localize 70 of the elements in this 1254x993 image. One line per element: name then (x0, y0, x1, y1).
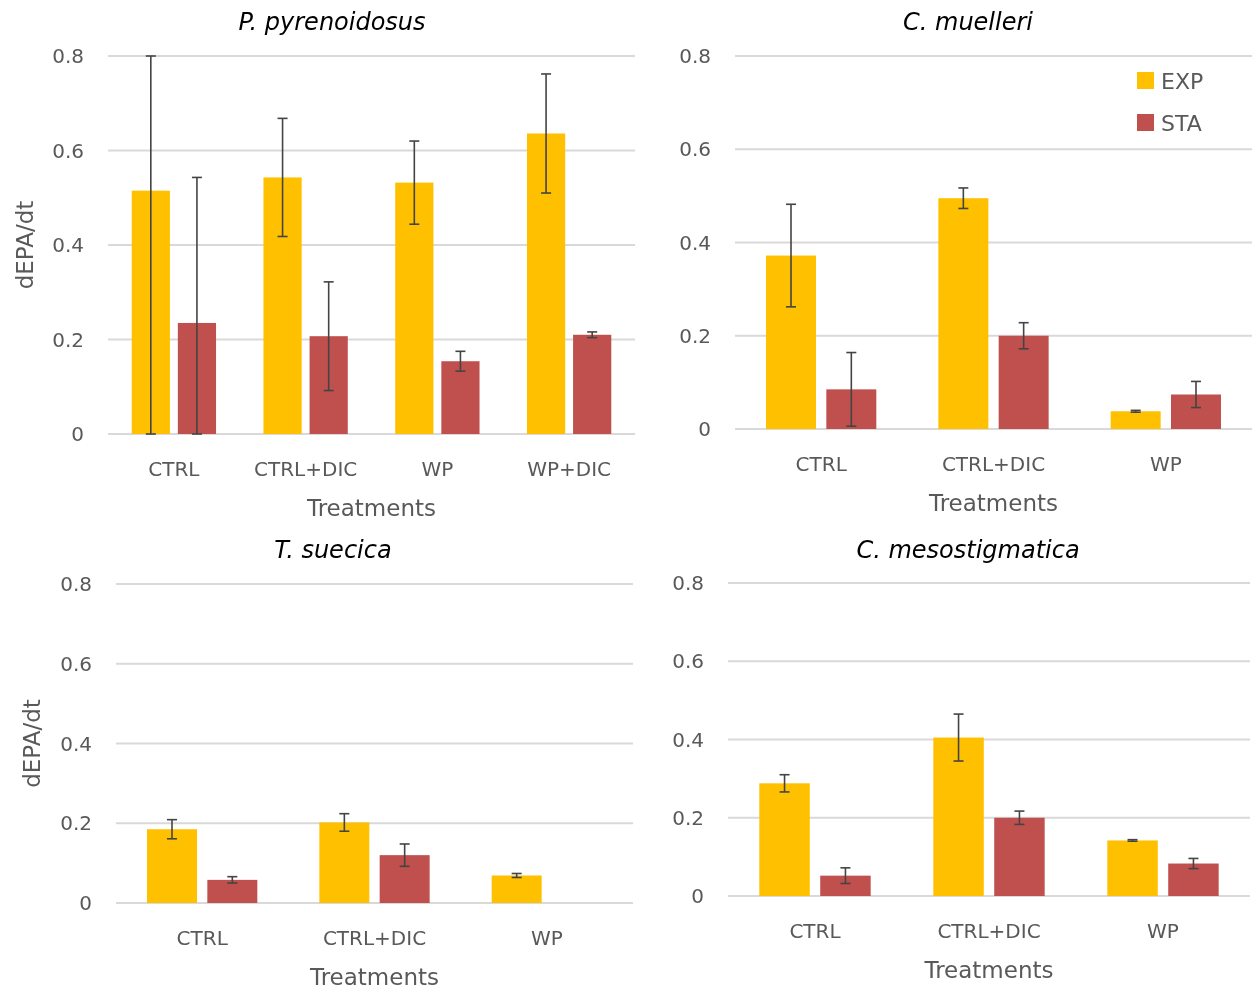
bar (1168, 863, 1219, 896)
x-tick-label: CTRL+DIC (941, 452, 1046, 476)
y-axis-title: dEPA/dt (19, 699, 45, 788)
bar (177, 322, 217, 434)
x-axis-title: Treatments (308, 964, 440, 990)
y-tick-label: 0.4 (60, 731, 92, 756)
bar (379, 855, 430, 903)
bar (526, 133, 566, 434)
y-tick-label: 0.8 (52, 44, 84, 68)
x-tick-label: WP (1147, 919, 1179, 943)
bar (319, 822, 370, 903)
bar (933, 737, 984, 896)
y-tick-label: 0.2 (60, 811, 92, 836)
bar (994, 817, 1045, 896)
bar (207, 879, 258, 903)
x-tick-label: WP+DIC (527, 457, 612, 481)
x-tick-label: CTRL (148, 457, 201, 481)
chart-title: P. pyrenoidosus (238, 8, 426, 36)
bar (826, 389, 877, 429)
bar (998, 335, 1049, 429)
bar (820, 875, 871, 896)
y-tick-label: 0.4 (672, 727, 704, 752)
y-tick-label: 0 (79, 891, 92, 915)
bar (491, 875, 542, 903)
x-tick-label: CTRL (795, 452, 848, 476)
y-tick-label: 0.6 (60, 651, 92, 676)
bar (441, 361, 480, 434)
bar (766, 255, 816, 429)
y-tick-label: 0 (698, 417, 711, 441)
legend-label: EXP (1161, 68, 1204, 94)
x-tick-label: WP (1149, 452, 1182, 476)
y-tick-label: 0.4 (52, 233, 84, 257)
y-tick-label: 0.4 (679, 230, 711, 255)
x-axis-title: Treatments (923, 957, 1054, 983)
x-axis-title: Treatments (927, 490, 1059, 516)
bar (395, 182, 434, 434)
x-tick-label: CTRL+DIC (254, 457, 358, 481)
bar (759, 783, 810, 896)
bar (147, 829, 197, 903)
bar (1110, 411, 1161, 429)
bar (131, 190, 170, 434)
y-tick-label: 0.2 (679, 323, 711, 348)
y-axis-title: dEPA/dt (12, 200, 38, 290)
bar (309, 336, 348, 434)
x-tick-label: CTRL (789, 919, 842, 943)
chart-title: T. suecica (274, 536, 392, 564)
x-tick-label: CTRL+DIC (937, 919, 1041, 943)
y-tick-label: 0.2 (672, 805, 704, 830)
y-tick-label: 0.8 (679, 44, 711, 68)
y-tick-label: 0 (691, 884, 704, 908)
y-tick-label: 0.6 (679, 137, 711, 162)
bar (573, 334, 612, 434)
x-tick-label: WP (530, 926, 563, 950)
bar (938, 198, 989, 429)
y-tick-label: 0.6 (672, 649, 704, 674)
x-axis-title: Treatments (305, 495, 437, 521)
chart-title: C. muelleri (902, 8, 1034, 36)
y-tick-label: 0.2 (52, 327, 84, 352)
x-tick-label: WP (421, 457, 454, 481)
y-tick-label: 0.6 (52, 138, 84, 163)
bar (263, 177, 302, 434)
y-tick-label: 0 (71, 422, 84, 446)
x-tick-label: CTRL+DIC (322, 926, 427, 950)
bar (1107, 840, 1158, 896)
x-tick-label: CTRL (176, 926, 229, 950)
y-tick-label: 0.8 (672, 571, 704, 595)
bar (1171, 394, 1221, 429)
chart-title: C. mesostigmatica (856, 536, 1080, 564)
legend-label: STA (1161, 110, 1202, 136)
y-tick-label: 0.8 (60, 572, 92, 596)
